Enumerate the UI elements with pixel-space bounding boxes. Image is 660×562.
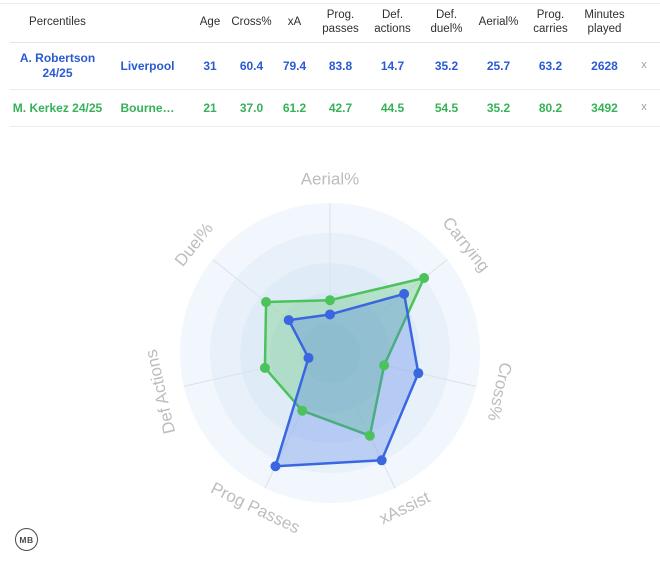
stat-def-actions: 44.5	[380, 100, 405, 115]
stat-prog-passes: 83.8	[328, 58, 353, 73]
stat-prog-carries: 63.2	[538, 58, 563, 73]
mb-logo-badge: MB	[15, 528, 38, 551]
radar-spoke	[212, 259, 331, 354]
stat-age: 31	[203, 58, 217, 73]
stat-def-duel: 35.2	[434, 58, 459, 73]
column-header-aerial: Aerial%	[478, 16, 519, 29]
stat-minutes: 2628	[591, 58, 618, 73]
radar-point	[364, 430, 375, 441]
radar-series-polygon	[274, 292, 420, 468]
column-header-age: Age	[199, 16, 221, 29]
radar-point	[399, 288, 410, 299]
column-header-remove	[632, 21, 656, 25]
table-header-row: Percentiles Age Cross% xA Prog. passes D…	[10, 4, 660, 43]
column-header-def-actions: Def. actions	[374, 9, 411, 35]
player-name[interactable]: M. Kerkez 24/25	[12, 100, 103, 115]
player-team: Bourne…	[120, 100, 175, 115]
column-header-cross: Cross%	[231, 16, 272, 29]
stat-xa: 79.4	[282, 58, 307, 73]
radar-point	[303, 352, 314, 363]
radar-point	[261, 297, 272, 308]
radar-point	[297, 405, 308, 416]
stat-cross: 37.0	[239, 100, 264, 115]
radar-axis-label: Aerial%	[301, 169, 360, 188]
radar-axis-label: Def Actions	[142, 348, 180, 436]
percentiles-table: Percentiles Age Cross% xA Prog. passes D…	[0, 3, 660, 127]
stat-def-actions: 14.7	[380, 58, 405, 73]
mb-logo-label: MB	[19, 534, 34, 545]
stat-minutes: 3492	[591, 100, 618, 115]
stat-def-duel: 54.5	[434, 100, 459, 115]
stat-cross: 60.4	[239, 58, 264, 73]
radar-axis-label: Duel%	[171, 219, 217, 270]
radar-point	[270, 461, 281, 472]
radar-spoke	[329, 352, 396, 489]
radar-axis-label: Cross%	[484, 361, 516, 423]
radar-chart-container: Aerial% Carrying Cross% xAssist Prog Passes D…	[0, 131, 660, 557]
table-row: A. Robertson 24/25 Liverpool 31 60.4 79.…	[10, 43, 660, 90]
column-header-minutes: Minutes played	[584, 9, 625, 35]
remove-player-button[interactable]: x	[641, 59, 647, 72]
radar-point	[283, 315, 294, 326]
column-header-prog-passes: Prog. passes	[322, 9, 359, 35]
column-header-def-duel: Def. duel%	[430, 9, 463, 35]
stat-prog-carries: 80.2	[538, 100, 563, 115]
stat-aerial: 25.7	[486, 58, 511, 73]
radar-spoke	[329, 352, 477, 387]
radar-point	[376, 455, 387, 466]
radar-point	[379, 360, 390, 371]
radar-point	[325, 309, 335, 320]
stat-aerial: 35.2	[486, 100, 511, 115]
radar-axis-label: xAssist	[376, 488, 433, 529]
remove-player-button[interactable]: x	[641, 101, 647, 114]
column-header-percentiles: Percentiles	[29, 16, 86, 29]
radar-point	[259, 362, 270, 373]
radar-point	[325, 295, 335, 306]
radar-point	[419, 272, 430, 283]
column-header-prog-carries: Prog. carries	[533, 9, 568, 35]
player-team: Liverpool	[120, 58, 175, 73]
column-header-xa: xA	[287, 16, 302, 29]
radar-point	[413, 368, 424, 379]
column-header-team	[105, 21, 190, 25]
player-name[interactable]: A. Robertson 24/25	[19, 51, 96, 80]
stat-age: 21	[203, 100, 217, 115]
table-row: M. Kerkez 24/25 Bourne… 21 37.0 61.2 42.…	[10, 90, 660, 127]
stat-xa: 61.2	[282, 100, 307, 115]
stat-prog-passes: 42.7	[328, 100, 353, 115]
